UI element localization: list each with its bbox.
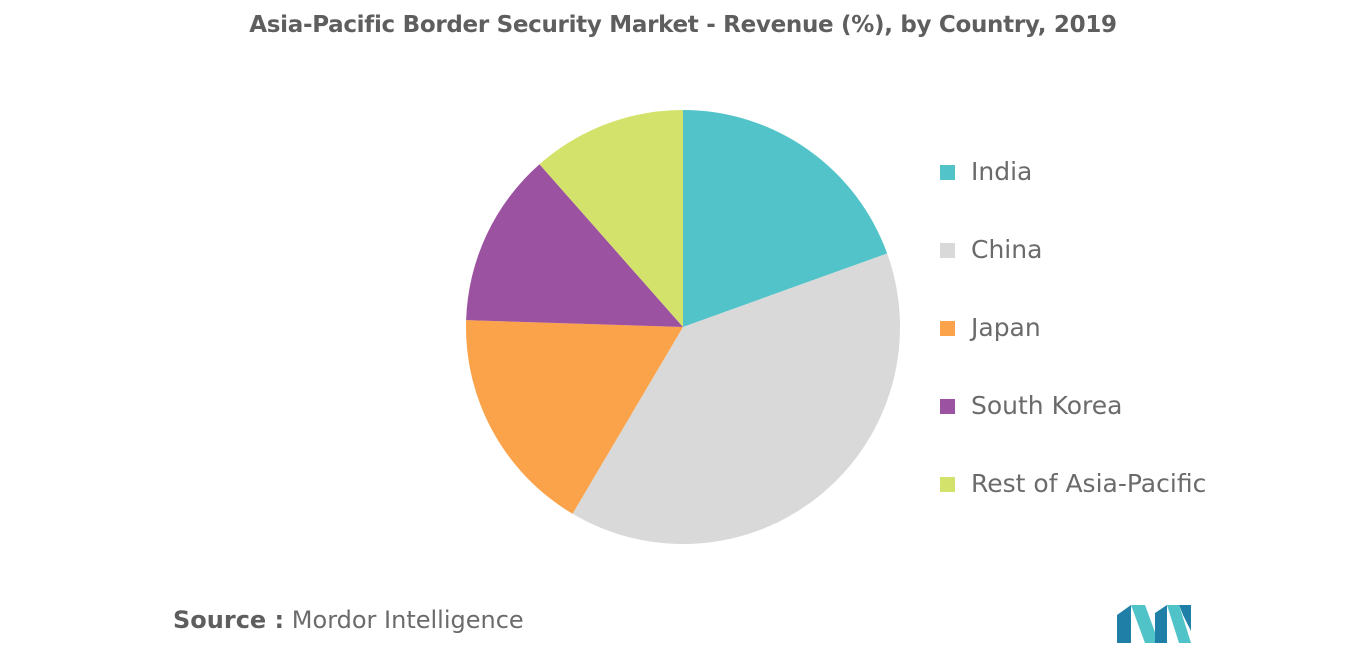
legend: India China Japan South Korea Rest of As…: [940, 152, 1206, 542]
legend-item-india: India: [940, 152, 1206, 230]
legend-label-japan: Japan: [971, 313, 1041, 342]
pie-slice-india: [683, 110, 888, 327]
legend-label-south-korea: South Korea: [971, 391, 1123, 420]
legend-label-india: India: [971, 157, 1033, 186]
pie-slice-japan: [466, 320, 683, 514]
legend-item-japan: Japan: [940, 308, 1206, 386]
legend-swatch-japan: [940, 321, 955, 336]
source-note: Source : Mordor Intelligence: [173, 606, 524, 634]
mordor-intelligence-logo-icon: [1117, 605, 1191, 643]
legend-swatch-south-korea: [940, 399, 955, 414]
logo-right-bar: [1179, 605, 1191, 631]
logo-mid-bar: [1155, 605, 1167, 643]
logo-left-bar: [1117, 605, 1131, 643]
legend-item-china: China: [940, 230, 1206, 308]
legend-item-rest-of-asia-pacific: Rest of Asia-Pacific: [940, 464, 1206, 542]
chart-title: Asia-Pacific Border Security Market - Re…: [249, 12, 1117, 38]
source-prefix: Source :: [173, 606, 285, 634]
legend-label-china: China: [971, 235, 1043, 264]
legend-label-rest-of-asia-pacific: Rest of Asia-Pacific: [971, 469, 1207, 498]
pie-slice-south-korea: [466, 164, 683, 327]
legend-swatch-china: [940, 243, 955, 258]
logo-right-diagonal: [1167, 605, 1191, 643]
pie-slice-rest-of-asia-pacific: [539, 110, 683, 327]
legend-item-south-korea: South Korea: [940, 386, 1206, 464]
legend-swatch-rest-of-asia-pacific: [940, 477, 955, 492]
legend-swatch-india: [940, 165, 955, 180]
source-text: Mordor Intelligence: [291, 606, 524, 634]
pie-slice-china: [572, 253, 900, 544]
logo-left-diagonal: [1131, 605, 1159, 643]
